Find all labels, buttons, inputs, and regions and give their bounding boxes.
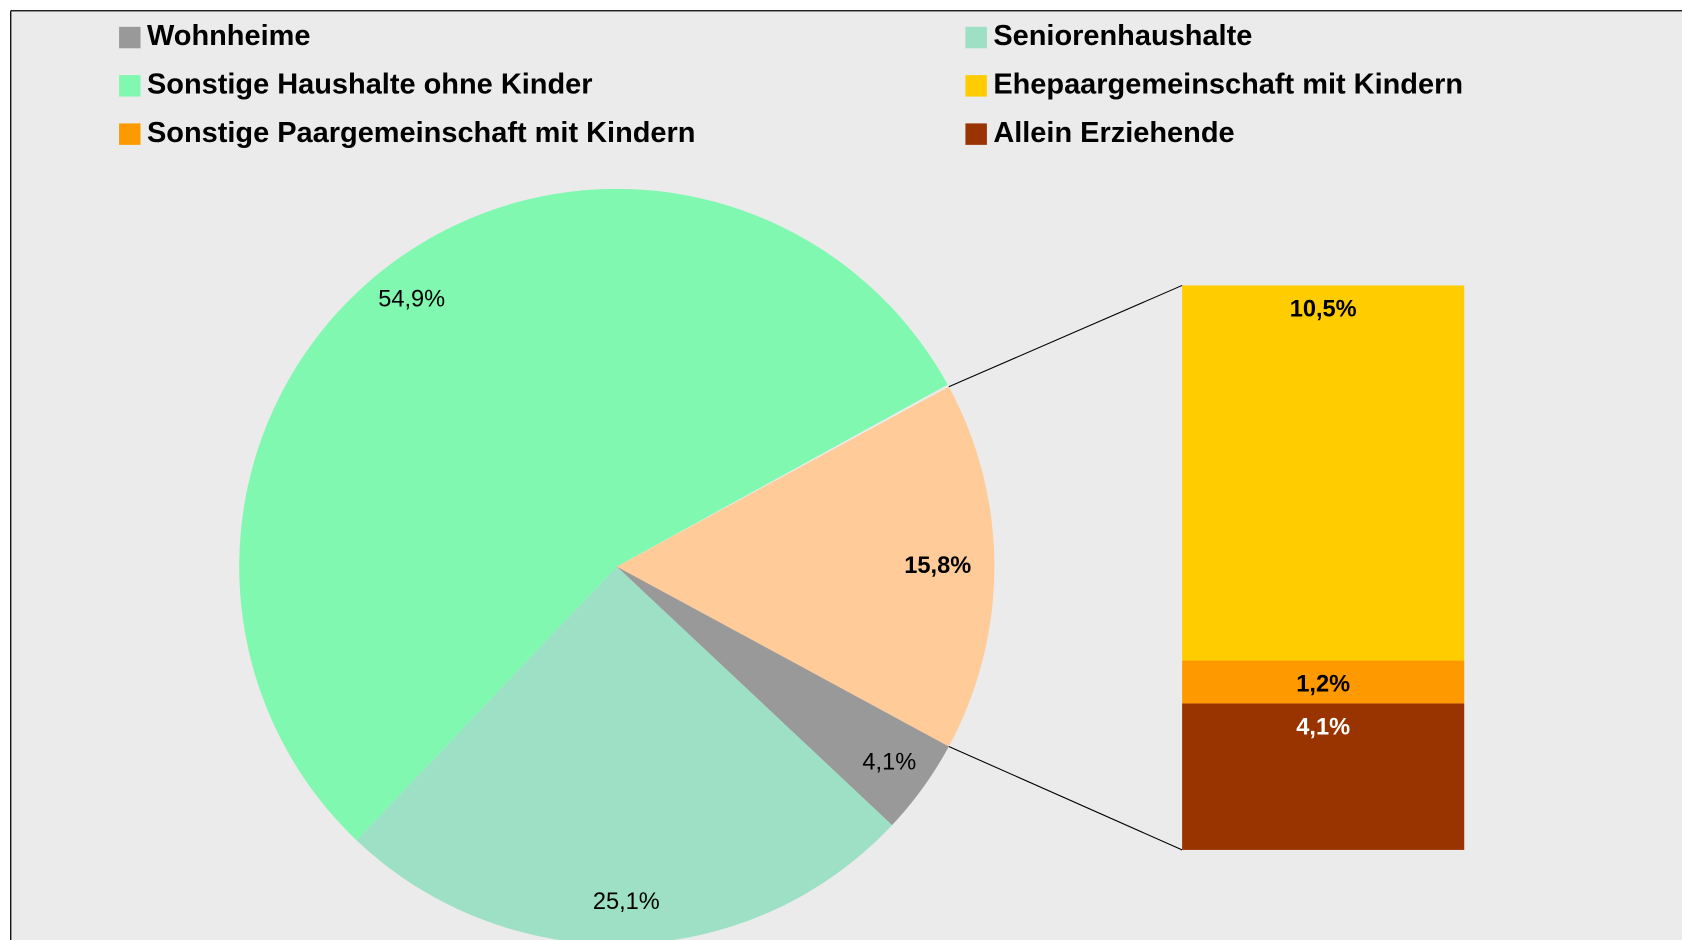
bar-segment [1182, 285, 1465, 661]
legend-label: Allein Erziehende [993, 117, 1234, 149]
bar-segment [1182, 660, 1465, 704]
legend-swatch [965, 75, 987, 97]
chart-area: 15,8% 4,1% 25,1% 54,9% 4,1% 1,2% 10,5% Wohnheim… [10, 10, 1682, 940]
pie-slice [239, 188, 948, 841]
bar-label: 1,2% [1296, 671, 1350, 697]
legend-swatch [119, 26, 141, 49]
legend-label: Ehepaargemeinschaft mit Kindern [993, 69, 1463, 101]
pie-slice-other [616, 386, 995, 747]
bar-segment [1182, 703, 1465, 850]
slice-label: 15,8% [904, 553, 971, 579]
legend-label: Seniorenhaushalte [993, 20, 1252, 52]
pie-slice [616, 566, 949, 826]
slice-label: 4,1% [862, 750, 916, 776]
slice-label: 25,1% [593, 889, 660, 915]
pie-slice [356, 566, 893, 940]
legend-label: Sonstige Haushalte ohne Kinder [147, 69, 593, 101]
legend-swatch [965, 123, 987, 145]
slice-label: 54,9% [378, 287, 445, 313]
legend-swatch [119, 123, 141, 145]
legend-label: Sonstige Paargemeinschaft mit Kindern [147, 117, 696, 149]
bar-label: 4,1% [1296, 714, 1350, 740]
legend-swatch [119, 75, 141, 97]
connector [948, 284, 1183, 388]
connector [948, 745, 1183, 851]
bar-label: 10,5% [1290, 296, 1357, 322]
legend-label: Wohnheime [147, 20, 311, 52]
legend-swatch [965, 26, 987, 49]
